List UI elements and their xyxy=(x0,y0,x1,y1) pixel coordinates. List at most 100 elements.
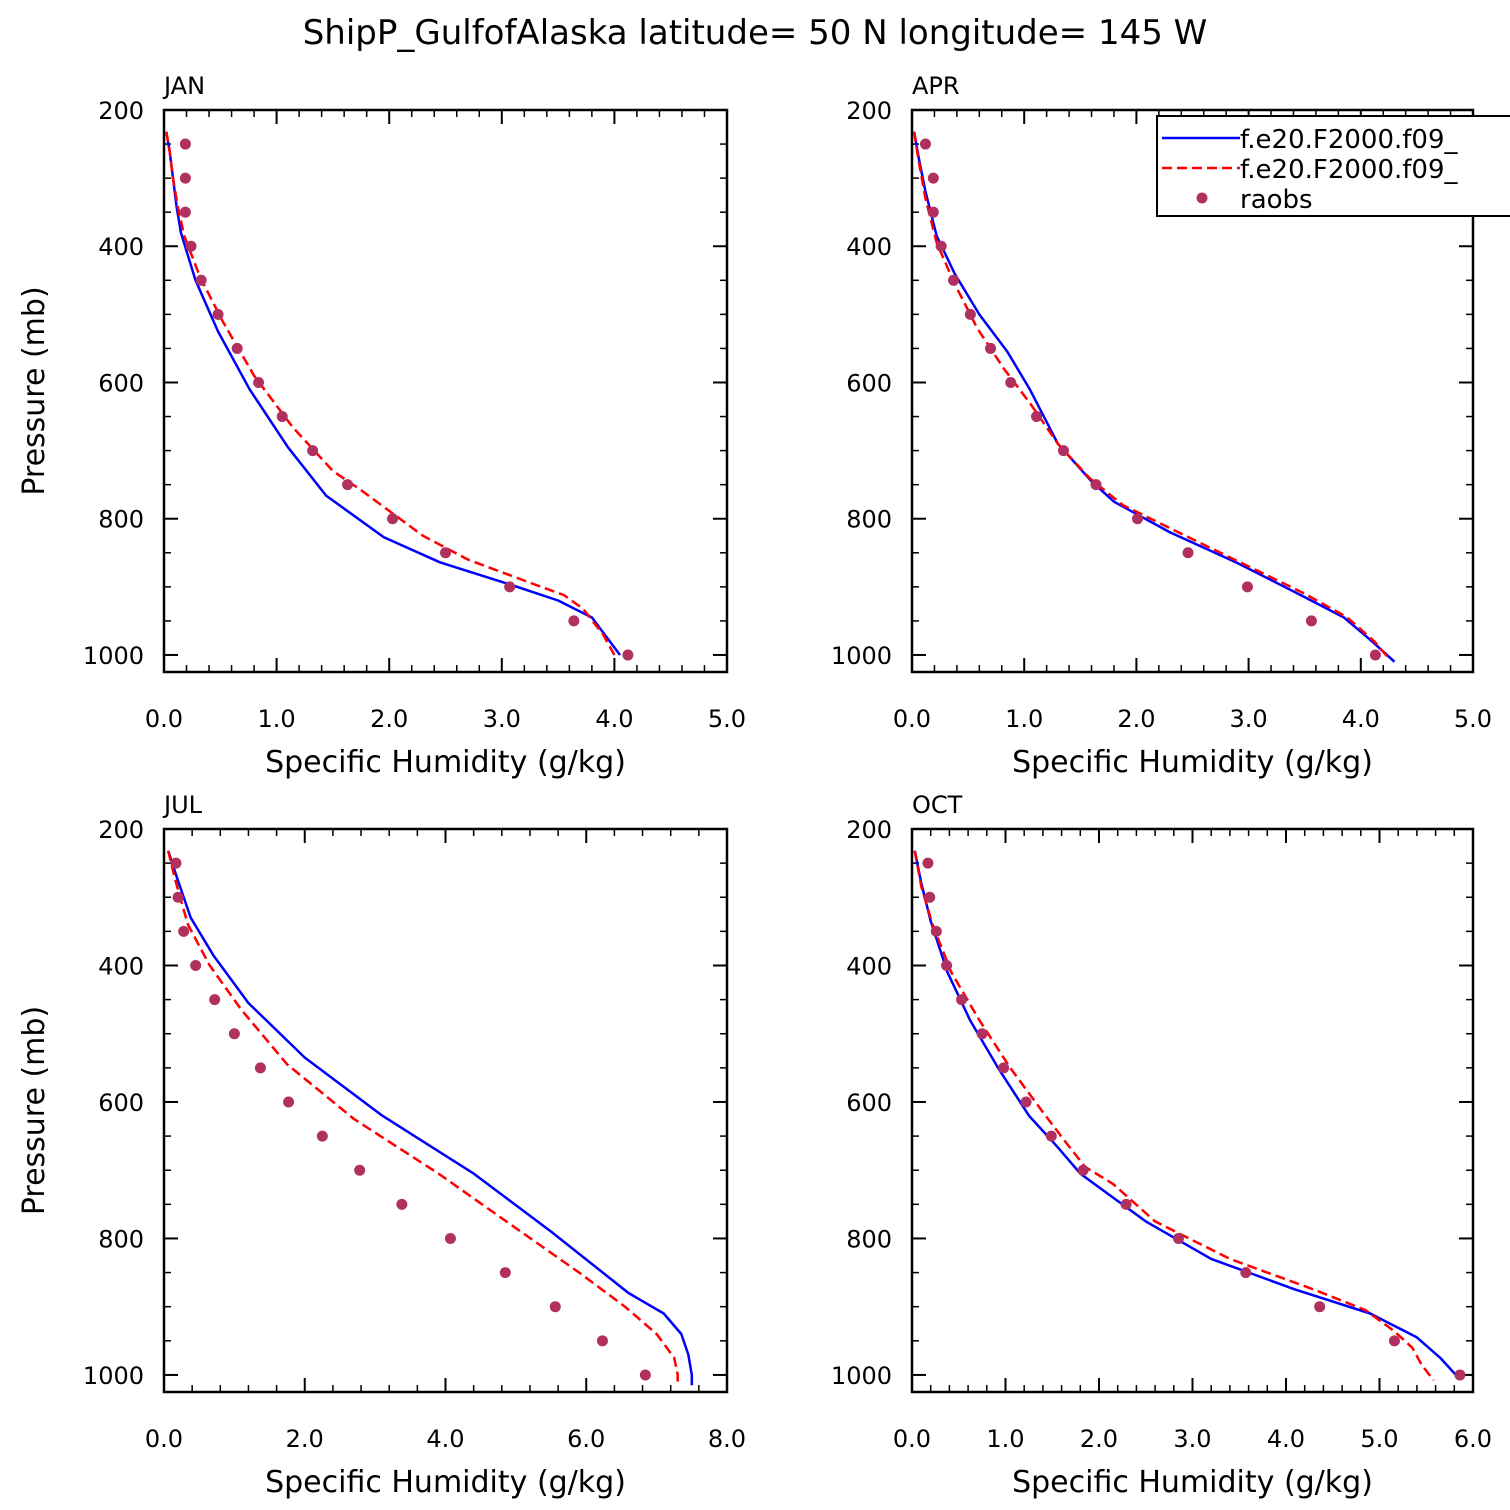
panel-label: JUL xyxy=(162,791,203,819)
raobs-point xyxy=(919,138,931,150)
x-tick-label: 0.0 xyxy=(893,705,931,733)
x-axis-title: Specific Humidity (g/kg) xyxy=(1012,1465,1373,1500)
raobs-point xyxy=(179,172,191,184)
x-tick-label: 8.0 xyxy=(708,1425,746,1453)
x-tick-label: 5.0 xyxy=(708,705,746,733)
raobs-point xyxy=(396,1198,408,1210)
raobs-point xyxy=(253,376,265,388)
x-tick-label: 3.0 xyxy=(1230,705,1268,733)
raobs-point xyxy=(212,308,224,320)
series-line-dashed xyxy=(913,850,1435,1382)
x-tick-label: 4.0 xyxy=(1267,1425,1305,1453)
raobs-point xyxy=(185,240,197,252)
raobs-point xyxy=(1031,411,1043,423)
x-tick-label: 2.0 xyxy=(370,705,408,733)
raobs-point xyxy=(927,172,939,184)
y-tick-label: 800 xyxy=(98,1225,144,1253)
y-tick-label: 200 xyxy=(98,816,144,844)
series-line-solid xyxy=(167,850,694,1386)
panel-jul: JUL 0.0 2.0 4.0 6.0 8.0 200 400 600 800 1000 Specif… xyxy=(17,791,746,1500)
y-axis-title: Pressure (mb) xyxy=(17,1006,52,1215)
legend-label: f.e20.F2000.f09_ xyxy=(1240,155,1458,185)
y-tick-label: 800 xyxy=(846,1225,892,1253)
raobs-point xyxy=(283,1096,295,1108)
raobs-point xyxy=(1388,1335,1400,1347)
raobs-point xyxy=(941,959,953,971)
panel-label: OCT xyxy=(912,791,963,819)
x-axis-title: Specific Humidity (g/kg) xyxy=(265,1465,626,1500)
x-tick-label: 6.0 xyxy=(1454,1425,1492,1453)
legend-label: f.e20.F2000.f09_ xyxy=(1240,125,1458,155)
panel-jan: JAN 0.0 1.0 2.0 3.0 4.0 5.0 200 400 600 800 1000 Spe… xyxy=(17,72,746,780)
y-tick-label: 400 xyxy=(98,952,144,980)
x-tick-label: 1.0 xyxy=(1005,705,1043,733)
legend-box xyxy=(1156,115,1510,217)
x-tick-label: 4.0 xyxy=(426,1425,464,1453)
raobs-point xyxy=(924,891,936,903)
plot-frame xyxy=(910,108,1475,674)
raobs-point xyxy=(444,1232,456,1244)
raobs-point xyxy=(1020,1096,1032,1108)
raobs-point xyxy=(964,308,976,320)
legend-marker-dot xyxy=(1196,192,1208,204)
raobs-point xyxy=(172,891,184,903)
x-tick-label: 2.0 xyxy=(286,1425,324,1453)
raobs-point xyxy=(440,547,451,559)
raobs-point xyxy=(622,649,634,661)
raobs-point xyxy=(1132,513,1144,525)
raobs-point xyxy=(935,240,947,252)
y-tick-label: 1000 xyxy=(831,642,892,670)
raobs-point xyxy=(1172,1232,1184,1244)
y-tick-label: 1000 xyxy=(831,1362,892,1390)
raobs-point xyxy=(254,1062,266,1074)
raobs-point xyxy=(948,274,960,286)
y-tick-label: 400 xyxy=(846,233,892,261)
y-tick-label: 800 xyxy=(98,506,144,534)
legend-label: raobs xyxy=(1240,185,1313,215)
x-tick-label: 2.0 xyxy=(1080,1425,1118,1453)
x-tick-label: 5.0 xyxy=(1454,705,1492,733)
raobs-point xyxy=(195,274,207,286)
y-tick-label: 600 xyxy=(846,369,892,397)
panel-apr: APR 0.0 1.0 2.0 3.0 4.0 5.0 200 400 600 800 1000 Spe… xyxy=(831,72,1492,780)
raobs-point xyxy=(228,1028,240,1040)
x-axis-title: Specific Humidity (g/kg) xyxy=(265,745,626,780)
raobs-point xyxy=(190,959,202,971)
panel-label: APR xyxy=(912,72,960,100)
raobs-point xyxy=(1077,1164,1089,1176)
y-tick-label: 400 xyxy=(846,952,892,980)
x-tick-label: 4.0 xyxy=(595,705,633,733)
raobs-point xyxy=(1005,376,1017,388)
raobs-point xyxy=(596,1335,608,1347)
legend: f.e20.F2000.f09_f.e20.F2000.f09_raobs xyxy=(1156,115,1510,217)
raobs-point xyxy=(568,615,580,627)
y-tick-label: 200 xyxy=(98,97,144,125)
panels: JAN 0.0 1.0 2.0 3.0 4.0 5.0 200 400 600 800 1000 Spe… xyxy=(17,72,1492,1500)
series-line-dashed xyxy=(912,131,1390,660)
y-tick-label: 600 xyxy=(98,1089,144,1117)
y-tick-label: 1000 xyxy=(83,1362,144,1390)
panel-label: JAN xyxy=(162,72,205,100)
raobs-point xyxy=(179,206,191,218)
raobs-point xyxy=(1120,1198,1132,1210)
raobs-point xyxy=(1240,1267,1252,1279)
raobs-point xyxy=(1369,649,1381,661)
raobs-point xyxy=(549,1301,561,1313)
raobs-point xyxy=(276,411,288,423)
x-tick-label: 4.0 xyxy=(1342,705,1380,733)
raobs-point xyxy=(209,994,221,1006)
raobs-point xyxy=(504,581,516,593)
raobs-point xyxy=(1305,615,1317,627)
figure-title: ShipP_GulfofAlaska latitude= 50 N longit… xyxy=(303,13,1208,53)
raobs-point xyxy=(342,479,354,491)
raobs-point xyxy=(1182,547,1194,559)
y-tick-label: 800 xyxy=(846,506,892,534)
x-tick-label: 0.0 xyxy=(893,1425,931,1453)
x-tick-label: 3.0 xyxy=(1173,1425,1211,1453)
raobs-point xyxy=(1057,445,1069,457)
x-tick-label: 2.0 xyxy=(1117,705,1155,733)
series-line-dashed xyxy=(166,850,679,1386)
raobs-point xyxy=(499,1267,511,1279)
raobs-point xyxy=(231,342,243,354)
